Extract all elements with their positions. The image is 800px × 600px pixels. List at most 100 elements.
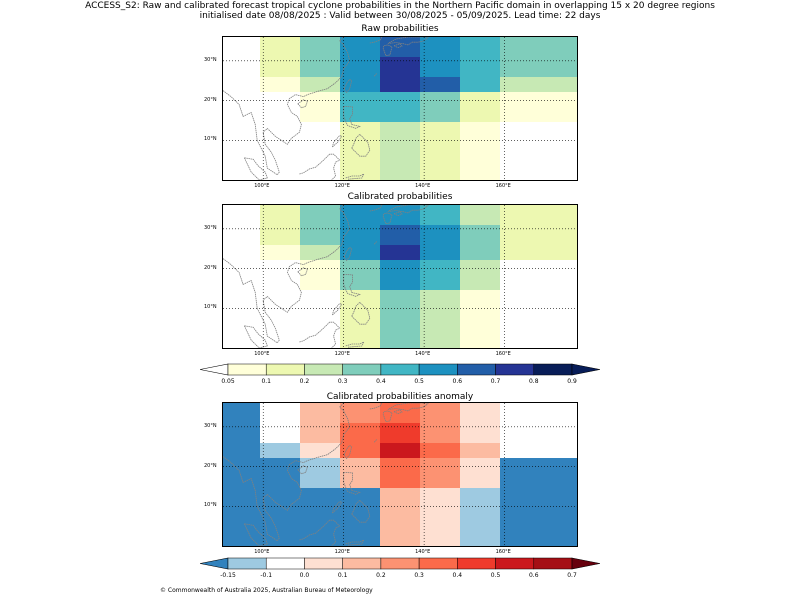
colorbar-tick-label: 0.6 — [528, 572, 539, 579]
region-cell — [460, 423, 500, 443]
region-cell — [223, 205, 260, 225]
coastline — [343, 472, 361, 495]
region-cell — [420, 290, 460, 348]
region-cell — [300, 77, 340, 92]
region-cell — [380, 57, 420, 77]
region-cell — [500, 245, 577, 260]
colorbar-segment — [227, 557, 267, 570]
region-cell — [420, 423, 460, 443]
region-cell — [380, 77, 420, 92]
colorbar-tick-label: 0.4 — [376, 378, 386, 385]
anomaly-panel-title: Calibrated probabilities anomaly — [326, 392, 474, 402]
region-cell — [340, 423, 380, 443]
colorbar-tick-label: 0.5 — [490, 572, 501, 579]
region-cell — [500, 57, 577, 77]
coastline — [387, 205, 429, 214]
coastline — [393, 211, 403, 217]
probability-cells — [223, 37, 577, 180]
region-cell — [340, 488, 380, 546]
region-cell — [300, 225, 340, 245]
region-cell — [500, 488, 577, 546]
region-cell — [300, 205, 340, 225]
coastline — [369, 205, 383, 212]
coastline — [373, 72, 378, 77]
colorbar-tick-label: 0.1 — [337, 572, 348, 579]
region-cell — [340, 92, 380, 122]
region-cell — [500, 423, 577, 443]
colorbar-tick-label: 0.7 — [490, 378, 501, 385]
colorbar-tick-label: 0.3 — [337, 378, 348, 385]
region-cell — [300, 403, 340, 423]
probability-cells — [223, 403, 577, 546]
colorbar-tick-label: 0.7 — [567, 572, 577, 579]
region-cell — [500, 290, 577, 348]
region-cell — [420, 37, 460, 57]
coastline — [393, 43, 403, 49]
region-cell — [380, 423, 420, 443]
colorbar-tick-label: 0.5 — [414, 378, 424, 385]
region-cell — [380, 92, 420, 122]
region-cell — [300, 92, 340, 122]
region-cell — [260, 122, 300, 180]
region-cell — [340, 290, 380, 348]
longitude-label: 100°E — [254, 549, 270, 555]
probability-colorbar — [200, 363, 600, 376]
region-cell — [500, 122, 577, 180]
colorbar-tick-label: 0.0 — [299, 572, 310, 579]
region-cell — [223, 403, 260, 423]
region-cell — [260, 423, 300, 443]
region-cell — [223, 92, 260, 122]
colorbar-segment — [380, 363, 420, 376]
coastline — [243, 157, 268, 180]
coastline — [387, 37, 429, 46]
region-cell — [300, 122, 340, 180]
region-cell — [223, 77, 260, 92]
region-cell — [260, 225, 300, 245]
coastline — [297, 465, 309, 475]
region-cell — [460, 92, 500, 122]
coastline — [299, 153, 341, 180]
latitude-label: 20°N — [204, 462, 217, 469]
region-cell — [460, 77, 500, 92]
region-cell — [500, 77, 577, 92]
region-cell — [340, 403, 380, 423]
region-cell — [260, 443, 300, 458]
latitude-label: 30°N — [204, 224, 217, 231]
region-cell — [260, 403, 300, 423]
region-cell — [460, 245, 500, 260]
calibrated-panel-title: Calibrated probabilities — [347, 192, 453, 202]
region-cell — [420, 57, 460, 77]
region-cell — [420, 92, 460, 122]
region-cell — [500, 205, 577, 225]
region-cell — [340, 443, 380, 458]
coastline — [223, 37, 351, 176]
region-cell — [500, 92, 577, 122]
colorbar-tick-label: 0.05 — [221, 378, 235, 385]
region-cell — [420, 458, 460, 488]
longitude-label: 120°E — [334, 549, 350, 555]
region-cell — [380, 458, 420, 488]
colorbar-segment — [342, 557, 382, 570]
region-cell — [260, 77, 300, 92]
colorbar-segment — [495, 363, 535, 376]
region-cell — [420, 122, 460, 180]
region-cell — [340, 205, 380, 225]
coastline — [369, 403, 383, 410]
colorbar-segment — [457, 557, 496, 570]
colorbar-tick-label: -0.15 — [220, 572, 236, 579]
coastline — [332, 501, 343, 514]
coastline — [373, 438, 378, 443]
coastline — [345, 539, 365, 546]
raw-probability-map — [222, 36, 578, 181]
region-cell — [260, 57, 300, 77]
region-cell — [300, 37, 340, 57]
colorbar-segment — [265, 557, 305, 570]
region-cell — [420, 488, 460, 546]
region-cell — [460, 290, 500, 348]
colorbar-segment — [495, 557, 535, 570]
longitude-label: 140°E — [415, 183, 431, 189]
coastline — [332, 135, 343, 148]
region-cell — [460, 225, 500, 245]
region-cell — [300, 488, 340, 546]
latitude-label: 30°N — [204, 56, 217, 63]
